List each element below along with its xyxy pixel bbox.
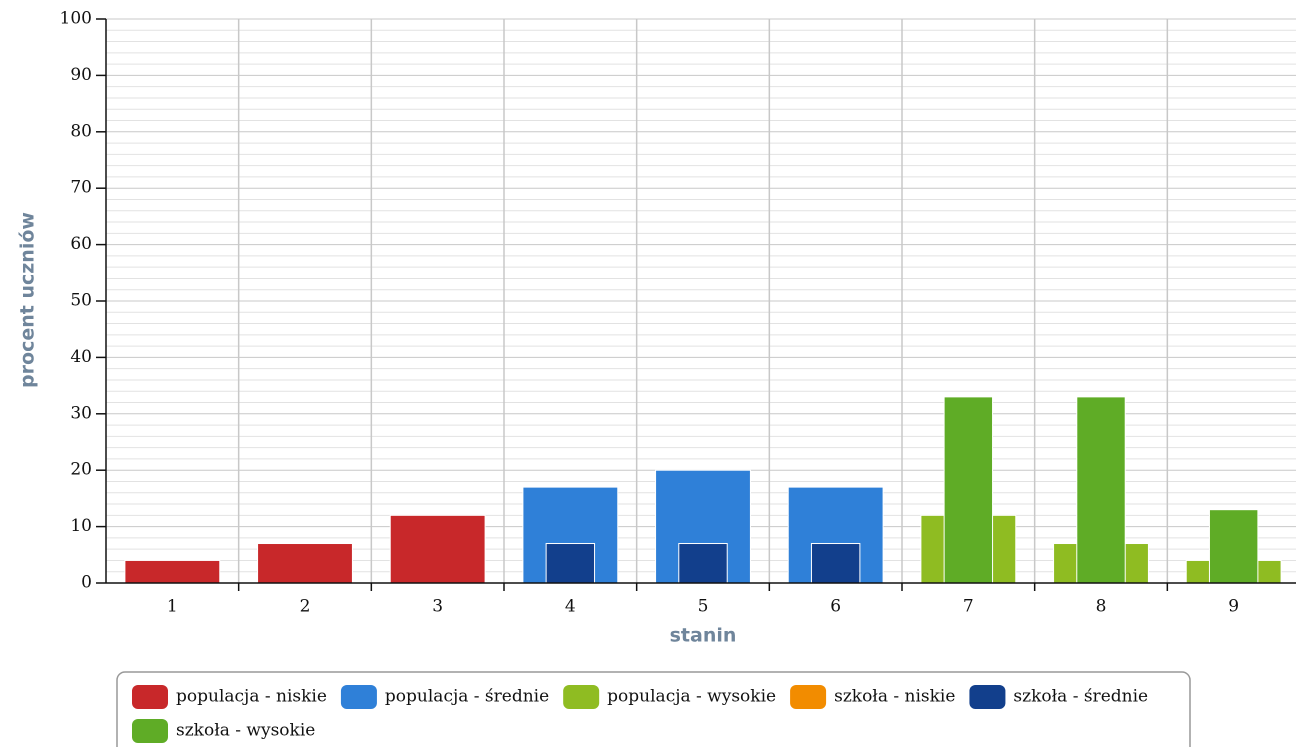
x-tick-label: 2: [300, 597, 311, 617]
bar: [124, 559, 221, 584]
y-axis-title: procent uczniów: [17, 212, 39, 388]
bar: [943, 396, 994, 584]
x-tick-label: 1: [167, 597, 178, 617]
x-tick-label: 4: [565, 597, 576, 617]
legend-swatch: [132, 685, 168, 709]
y-tick-label: 10: [70, 516, 92, 536]
y-tick-label: 60: [70, 234, 92, 254]
y-tick-label: 0: [81, 573, 92, 593]
bar: [1076, 396, 1126, 584]
bar: [810, 543, 861, 584]
bar: [545, 543, 596, 584]
legend-swatch: [563, 685, 600, 709]
x-tick-label: 7: [963, 597, 974, 617]
x-tick-label: 9: [1228, 597, 1239, 617]
legend-swatch: [790, 685, 827, 709]
y-tick-label: 20: [70, 460, 92, 480]
bar: [678, 543, 728, 584]
legend-swatch: [132, 719, 168, 743]
y-tick-label: 50: [70, 291, 92, 311]
x-tick-label: 3: [432, 597, 443, 617]
grid: [106, 18, 1296, 584]
bar: [257, 543, 353, 584]
legend-label: populacja - wysokie: [607, 687, 776, 707]
x-tick-label: 8: [1096, 597, 1107, 617]
axes: 0 10 20 30 40 50 60 70 80 90 100 1 2 3 4 5 6 7 8 9: [60, 9, 1296, 617]
x-tick-label: 5: [698, 597, 709, 617]
x-axis-title: stanin: [670, 625, 737, 647]
legend-label: szkoła - średnie: [1013, 687, 1148, 707]
y-tick-label: 100: [60, 9, 92, 29]
legend-label: populacja - niskie: [176, 687, 327, 707]
x-tick-label: 6: [830, 597, 841, 617]
legend: populacja - niskie populacja - średnie pop…: [132, 685, 1148, 743]
bar: [389, 514, 486, 584]
y-tick-label: 40: [70, 347, 92, 367]
y-tick-label: 30: [70, 403, 92, 423]
bar: [1208, 509, 1259, 584]
legend-swatch: [969, 685, 1006, 709]
legend-box: [116, 671, 1191, 747]
legend-swatch: [340, 685, 377, 709]
y-tick-label: 80: [70, 121, 92, 141]
legend-label: populacja - średnie: [385, 687, 549, 707]
bars: [124, 396, 1282, 584]
legend-label: szkoła - wysokie: [176, 721, 315, 741]
legend-label: szkoła - niskie: [834, 687, 955, 707]
y-tick-label: 90: [70, 65, 92, 85]
y-tick-label: 70: [70, 178, 92, 198]
